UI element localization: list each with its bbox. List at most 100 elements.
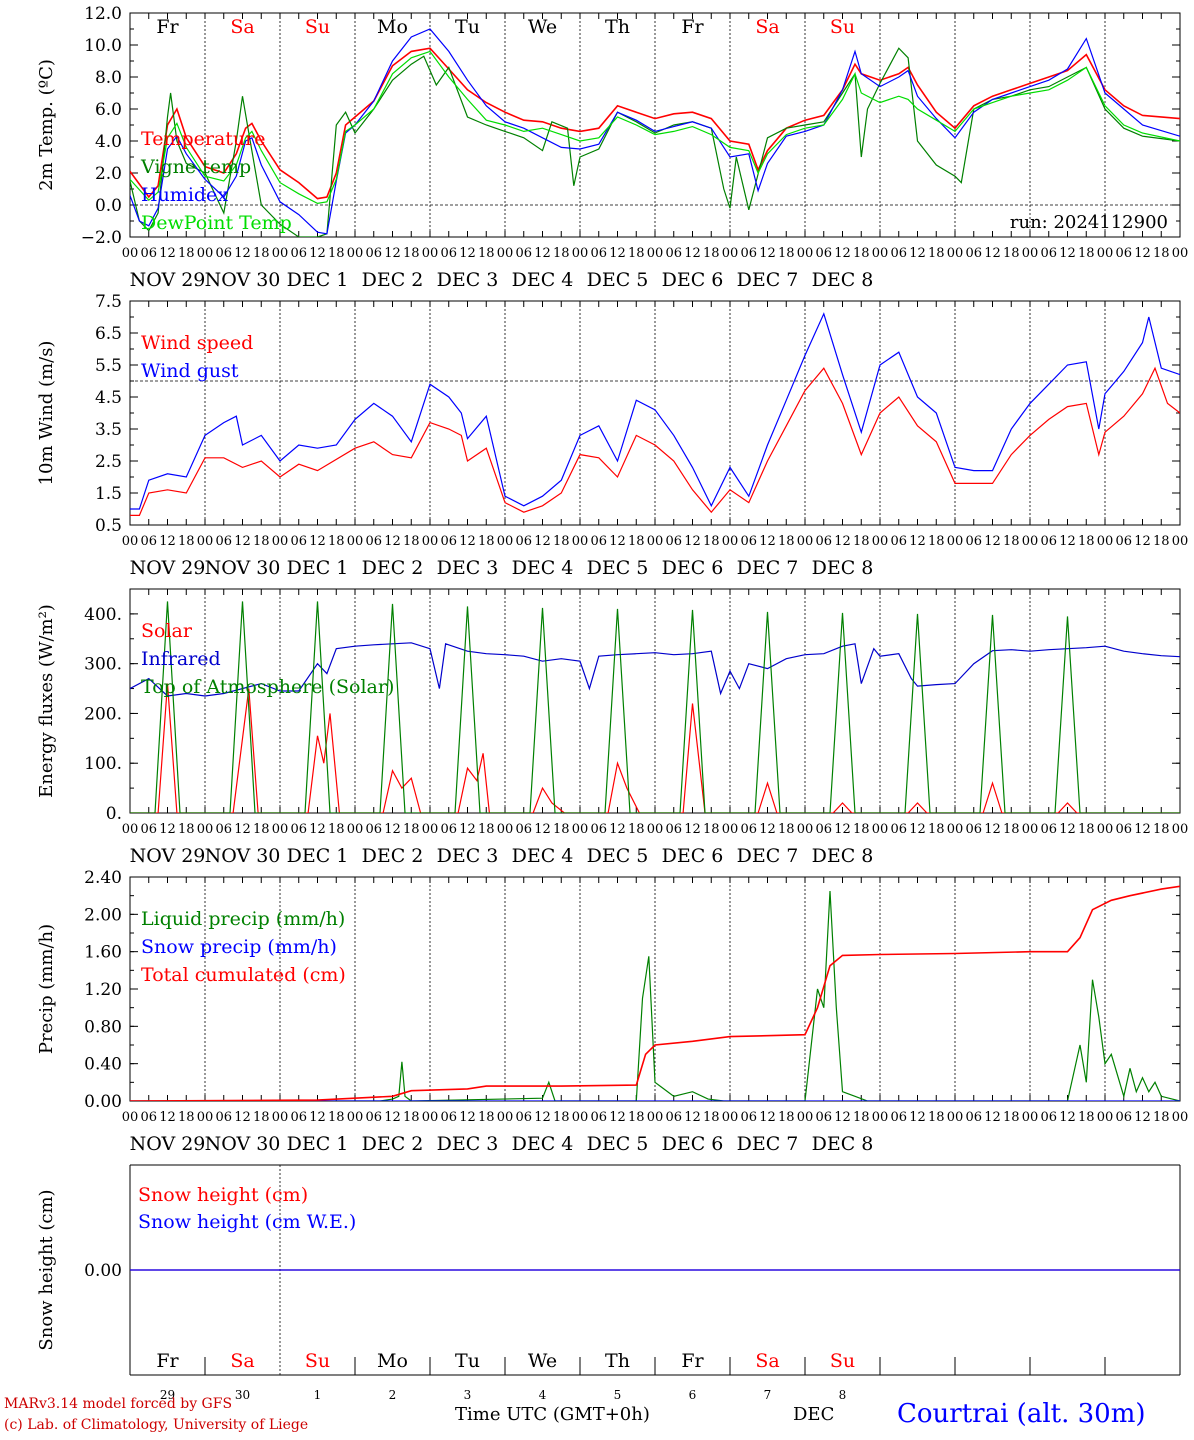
x-hour-tick-label: 00 (422, 534, 439, 549)
x-date-label: DEC 7 (737, 557, 799, 579)
x-hour-tick-label: 00 (272, 1110, 289, 1125)
x-hour-tick-label: 12 (684, 534, 701, 549)
x-hour-tick-label: 06 (665, 246, 682, 261)
y-tick-label: 0.00 (84, 1092, 122, 1112)
x-hour-tick-label: 06 (365, 246, 382, 261)
day-number-label: 1 (314, 1388, 322, 1402)
x-date-label: DEC 7 (737, 1133, 799, 1155)
x-hour-tick-label: 06 (515, 822, 532, 837)
x-hour-tick-label: 00 (347, 534, 364, 549)
x-hour-tick-label: 18 (928, 1110, 945, 1125)
day-number-label: 7 (764, 1388, 772, 1402)
x-hour-tick-label: 18 (928, 822, 945, 837)
y-tick-label: 1.5 (95, 484, 122, 504)
x-hour-tick-label: 18 (1153, 822, 1170, 837)
x-date-label: DEC 2 (362, 1133, 424, 1155)
y-axis-label: 10m Wind (m/s) (36, 341, 57, 486)
station-title: Courtrai (alt. 30m) (897, 1399, 1146, 1429)
x-date-label: DEC 6 (662, 269, 724, 291)
y-tick-label: 12.0 (84, 4, 122, 24)
chart-panel-2: 0.5 1.5 2.5 3.5 4.5 5.5 6.5 7.5 10m Wind (m/s) Wi… (36, 292, 1188, 579)
x-hour-tick-label: 00 (1172, 822, 1189, 837)
x-hour-tick-label: 00 (122, 822, 139, 837)
x-hour-tick-label: 00 (122, 246, 139, 261)
x-hour-tick-label: 00 (347, 822, 364, 837)
x-hour-tick-label: 00 (722, 534, 739, 549)
y-tick-label: 1.60 (84, 943, 122, 963)
day-number-label: 5 (614, 1388, 622, 1402)
x-date-label: DEC 2 (362, 269, 424, 291)
x-date-label: DEC 4 (512, 269, 574, 291)
time-axis-title: Time UTC (GMT+0h) (455, 1404, 650, 1425)
x-hour-tick-label: 00 (1172, 534, 1189, 549)
x-hour-tick-label: 00 (497, 1110, 514, 1125)
x-hour-tick-label: 12 (309, 246, 326, 261)
x-hour-tick-label: 12 (234, 534, 251, 549)
x-hour-tick-label: 18 (253, 1110, 270, 1125)
x-hour-tick-label: 00 (122, 1110, 139, 1125)
x-hour-tick-label: 18 (403, 534, 420, 549)
x-hour-tick-label: 18 (628, 246, 645, 261)
x-hour-tick-label: 18 (628, 822, 645, 837)
y-tick-label: 7.5 (95, 292, 122, 312)
x-hour-tick-label: 18 (703, 822, 720, 837)
x-hour-tick-label: 06 (215, 822, 232, 837)
x-hour-tick-label: 06 (1115, 534, 1132, 549)
x-hour-tick-label: 12 (459, 1110, 476, 1125)
y-axis-label: Energy fluxes (W/m²) (36, 604, 57, 798)
weekday-label-bottom: Fr (681, 1350, 704, 1372)
x-date-label: DEC 8 (812, 269, 874, 291)
x-hour-tick-label: 18 (1078, 534, 1095, 549)
x-hour-tick-label: 00 (422, 246, 439, 261)
x-date-label: DEC 7 (737, 269, 799, 291)
x-hour-tick-label: 00 (722, 246, 739, 261)
x-hour-tick-label: 12 (459, 246, 476, 261)
x-hour-tick-label: 12 (234, 822, 251, 837)
x-hour-tick-label: 06 (590, 1110, 607, 1125)
x-hour-tick-label: 12 (1134, 534, 1151, 549)
x-hour-tick-label: 12 (159, 534, 176, 549)
x-hour-tick-label: 18 (328, 1110, 345, 1125)
x-date-label: DEC 1 (287, 269, 349, 291)
legend-humidex: Humidex (141, 184, 228, 206)
weekday-label-bottom: Su (830, 1350, 855, 1372)
x-hour-tick-label: 00 (872, 534, 889, 549)
x-hour-tick-label: 00 (872, 822, 889, 837)
x-hour-tick-label: 06 (440, 1110, 457, 1125)
x-date-label: NOV 30 (205, 1133, 281, 1155)
x-hour-tick-label: 06 (365, 822, 382, 837)
x-hour-tick-label: 00 (1097, 822, 1114, 837)
x-hour-tick-label: 18 (853, 246, 870, 261)
x-date-label: DEC 6 (662, 845, 724, 867)
x-date-label: DEC 4 (512, 845, 574, 867)
model-credit-line1: MARv3.14 model forced by GFS (4, 1396, 233, 1412)
x-hour-tick-label: 06 (515, 246, 532, 261)
y-axis-label: 2m Temp. (ºC) (36, 59, 57, 191)
x-hour-tick-label: 06 (590, 246, 607, 261)
legend-snow-height-cm: Snow height (cm) (138, 1184, 308, 1206)
weekday-label: Fr (681, 16, 704, 38)
x-date-label: NOV 30 (205, 557, 281, 579)
y-tick-label: 3.5 (95, 420, 122, 440)
x-hour-tick-label: 00 (347, 246, 364, 261)
x-hour-tick-label: 00 (1022, 534, 1039, 549)
y-tick-label: 5.5 (95, 356, 122, 376)
x-date-label: NOV 29 (130, 269, 206, 291)
x-hour-tick-label: 18 (778, 246, 795, 261)
x-hour-tick-label: 18 (853, 822, 870, 837)
x-hour-tick-label: 18 (178, 822, 195, 837)
x-hour-tick-label: 18 (328, 534, 345, 549)
x-hour-tick-label: 18 (553, 534, 570, 549)
x-hour-tick-label: 18 (178, 1110, 195, 1125)
series-line-total-cumulated (130, 885, 1180, 1101)
x-hour-tick-label: 12 (759, 534, 776, 549)
x-hour-tick-label: 12 (609, 534, 626, 549)
x-hour-tick-label: 06 (665, 534, 682, 549)
x-hour-tick-label: 12 (609, 1110, 626, 1125)
x-hour-tick-label: 12 (984, 534, 1001, 549)
x-hour-tick-label: 06 (290, 822, 307, 837)
x-date-label: DEC 3 (437, 845, 499, 867)
x-hour-tick-label: 00 (1022, 246, 1039, 261)
x-hour-tick-label: 12 (159, 1110, 176, 1125)
x-hour-tick-label: 18 (928, 534, 945, 549)
